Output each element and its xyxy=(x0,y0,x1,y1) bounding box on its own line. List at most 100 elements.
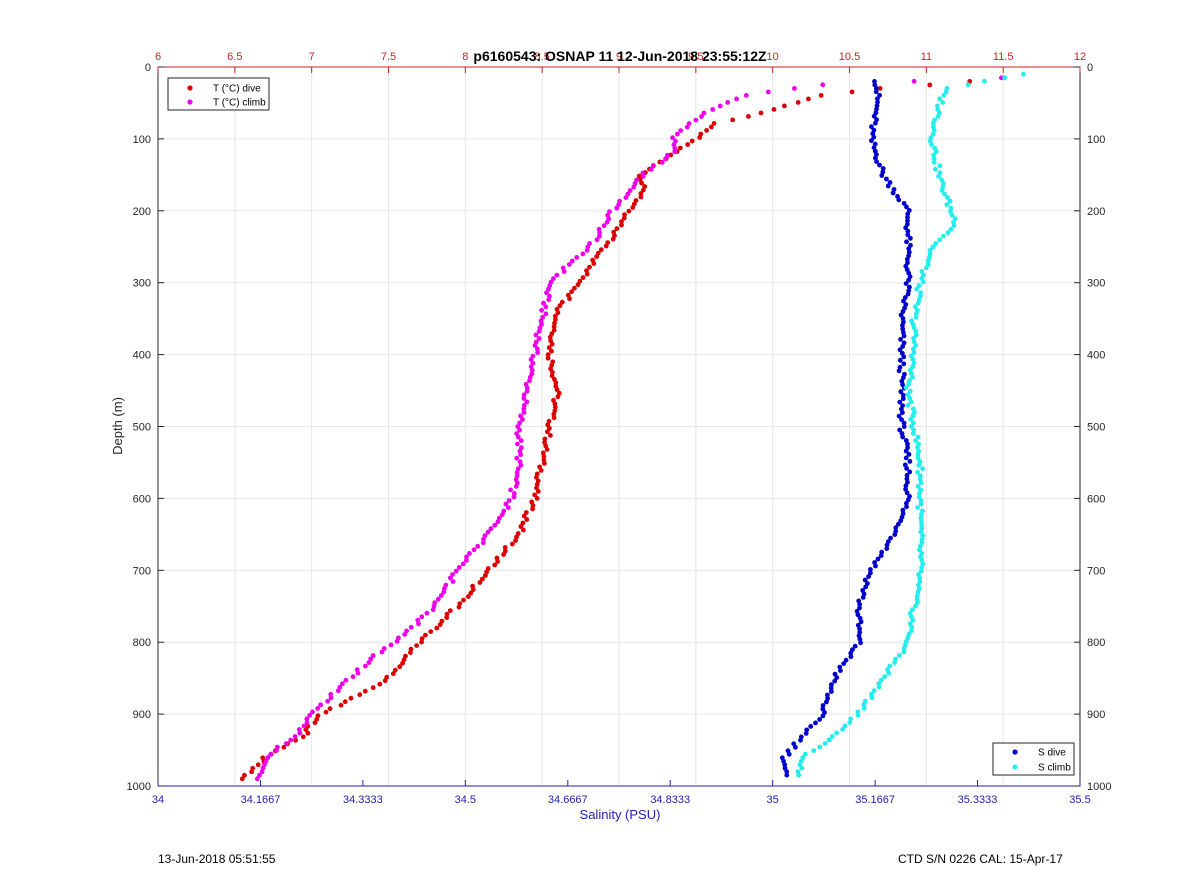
y-tick-label-right: 1000 xyxy=(1087,781,1111,793)
data-point xyxy=(919,512,924,517)
data-point xyxy=(281,744,287,750)
data-point xyxy=(919,536,925,542)
data-point xyxy=(892,660,898,665)
data-point xyxy=(350,674,356,680)
data-point xyxy=(900,323,905,328)
data-point xyxy=(904,256,910,262)
data-point xyxy=(840,727,845,732)
data-point xyxy=(453,568,459,574)
data-point xyxy=(530,503,536,508)
data-point xyxy=(900,507,906,513)
data-point xyxy=(879,173,885,178)
data-point xyxy=(370,685,376,691)
data-point xyxy=(758,110,764,116)
data-point xyxy=(925,258,931,264)
data-point xyxy=(915,452,921,457)
data-point xyxy=(877,92,882,98)
data-point xyxy=(444,611,450,617)
data-point xyxy=(533,332,539,338)
data-point xyxy=(913,438,918,443)
data-point xyxy=(858,619,864,625)
data-point xyxy=(301,723,307,729)
data-point xyxy=(506,498,512,503)
data-point xyxy=(381,646,387,651)
data-point xyxy=(884,542,890,548)
data-point xyxy=(543,311,549,317)
data-point xyxy=(917,543,923,549)
data-point xyxy=(910,374,915,380)
data-point xyxy=(884,176,889,182)
data-point xyxy=(948,226,954,232)
data-point xyxy=(495,519,501,525)
data-point xyxy=(510,541,515,547)
data-point xyxy=(884,546,890,551)
data-point xyxy=(900,316,906,321)
data-point xyxy=(639,180,644,186)
data-point xyxy=(937,110,942,116)
data-point xyxy=(597,230,602,236)
data-point xyxy=(869,138,874,144)
data-point xyxy=(520,417,525,422)
data-point xyxy=(897,653,902,658)
data-point xyxy=(551,415,557,421)
data-point xyxy=(511,491,517,496)
data-point xyxy=(937,163,943,169)
data-point xyxy=(939,188,945,193)
data-point xyxy=(927,251,933,257)
data-point xyxy=(546,286,551,292)
data-point xyxy=(634,177,639,183)
data-point xyxy=(824,699,829,705)
data-point xyxy=(502,545,508,550)
x-top-tick-label: 9.5 xyxy=(688,51,703,63)
x-top-tick-label: 7 xyxy=(309,51,315,63)
data-point xyxy=(908,399,914,405)
data-point xyxy=(855,612,861,618)
data-point xyxy=(544,290,549,296)
data-point xyxy=(917,547,922,553)
data-point xyxy=(920,466,925,472)
data-point xyxy=(557,303,563,309)
data-point xyxy=(911,427,917,433)
data-point xyxy=(933,149,939,155)
data-point xyxy=(577,278,583,284)
data-point xyxy=(249,769,255,775)
data-point xyxy=(535,489,541,494)
data-point xyxy=(546,297,552,303)
data-point xyxy=(551,324,557,330)
data-point xyxy=(900,410,905,415)
legend-label-t-dive: T (°C) dive xyxy=(213,84,261,95)
data-point xyxy=(862,698,868,704)
data-point xyxy=(423,632,428,638)
y-tick-label-right: 700 xyxy=(1087,565,1105,577)
data-point xyxy=(918,519,924,524)
legend-marker-t-dive xyxy=(187,85,193,91)
data-point xyxy=(944,202,950,207)
data-point xyxy=(470,587,476,592)
data-point xyxy=(408,624,414,630)
data-point xyxy=(325,698,331,704)
data-point xyxy=(521,396,527,401)
data-point xyxy=(518,524,524,529)
data-point xyxy=(905,218,910,224)
x-bottom-tick-label: 34.3333 xyxy=(343,794,383,806)
data-point xyxy=(885,667,890,672)
data-point xyxy=(596,226,602,232)
data-point xyxy=(927,82,933,88)
data-point xyxy=(552,401,558,407)
chart-title: p6160543: OSNAP 11 12-Jun-2018 23:55:12Z xyxy=(473,48,767,64)
data-point xyxy=(852,643,858,649)
data-point xyxy=(904,239,909,245)
data-point xyxy=(480,540,486,546)
data-point xyxy=(849,89,855,95)
data-point xyxy=(871,688,877,694)
x-bottom-tick-label: 35 xyxy=(767,794,779,806)
data-point xyxy=(521,410,527,415)
data-point xyxy=(521,392,527,398)
data-point xyxy=(677,145,683,151)
data-point xyxy=(259,769,265,775)
y-tick-label-left: 1000 xyxy=(127,781,151,793)
data-point xyxy=(626,208,632,214)
data-point xyxy=(874,103,880,109)
data-point xyxy=(941,233,946,239)
x-top-tick-label: 11 xyxy=(921,51,932,63)
